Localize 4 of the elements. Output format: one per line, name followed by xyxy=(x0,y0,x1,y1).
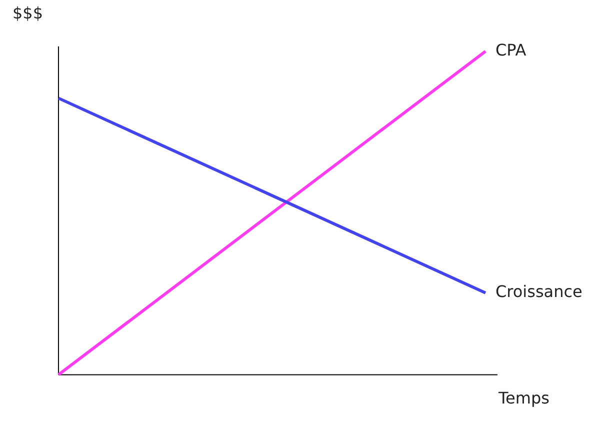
y-axis-title: $$$ xyxy=(12,4,44,22)
x-axis-title: Temps xyxy=(498,388,550,408)
series-label: Croissance xyxy=(495,282,582,301)
series-label: CPA xyxy=(495,40,526,60)
